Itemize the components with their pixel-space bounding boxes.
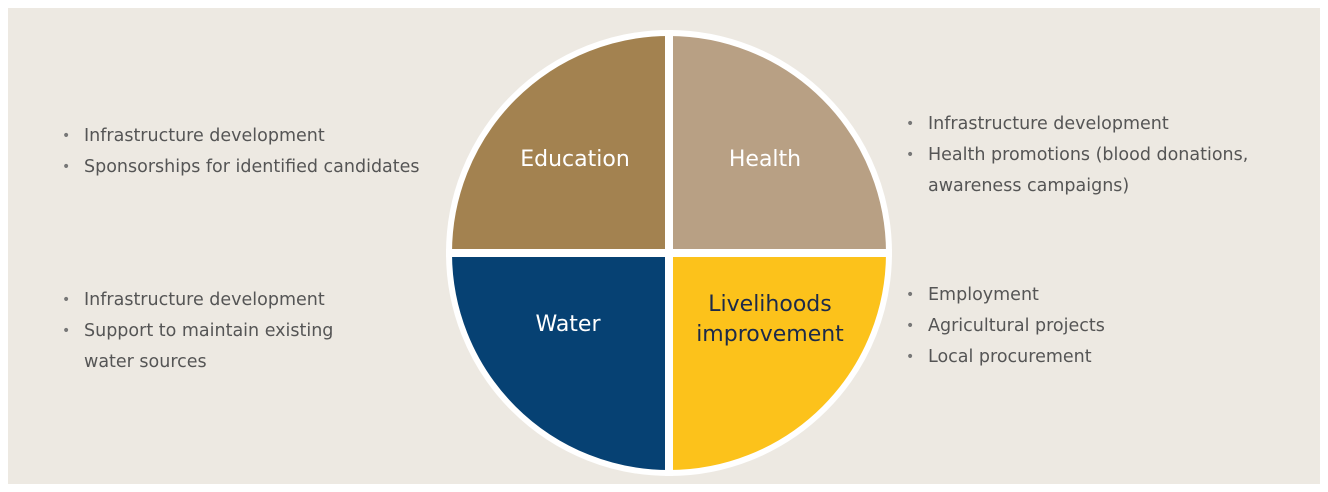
bullet-list: Infrastructure development Health promot…: [906, 109, 1256, 202]
livelihoods-quadrant: [669, 253, 889, 473]
circle-border: [446, 30, 892, 476]
bullet-list: Employment Agricultural projects Local p…: [906, 280, 1226, 373]
quadrant-label: Health: [728, 147, 802, 172]
bullet: Local procurement: [906, 342, 1226, 373]
bullet: Health promotions (blood donations, awar…: [906, 140, 1256, 202]
education-quadrant: [449, 33, 669, 253]
bullet: Support to maintain existing water sourc…: [62, 316, 382, 378]
bullet: Sponsorships for identified candidates: [62, 152, 452, 183]
quadrant-label: Water: [535, 312, 601, 337]
bullet: Infrastructure development: [62, 121, 452, 152]
bullet: Agricultural projects: [906, 311, 1226, 342]
bullet: Infrastructure development: [906, 109, 1256, 140]
bullet-list: Infrastructure development Support to ma…: [62, 285, 382, 378]
quadrant-label: Livelihoods improvement: [696, 292, 844, 347]
bullet: Infrastructure development: [62, 285, 382, 316]
water-quadrant: [449, 253, 669, 473]
health-quadrant: [669, 33, 889, 253]
bullet-list: Infrastructure development Sponsorships …: [62, 121, 452, 183]
quadrant-label: Education: [520, 147, 630, 172]
bullet: Employment: [906, 280, 1226, 311]
